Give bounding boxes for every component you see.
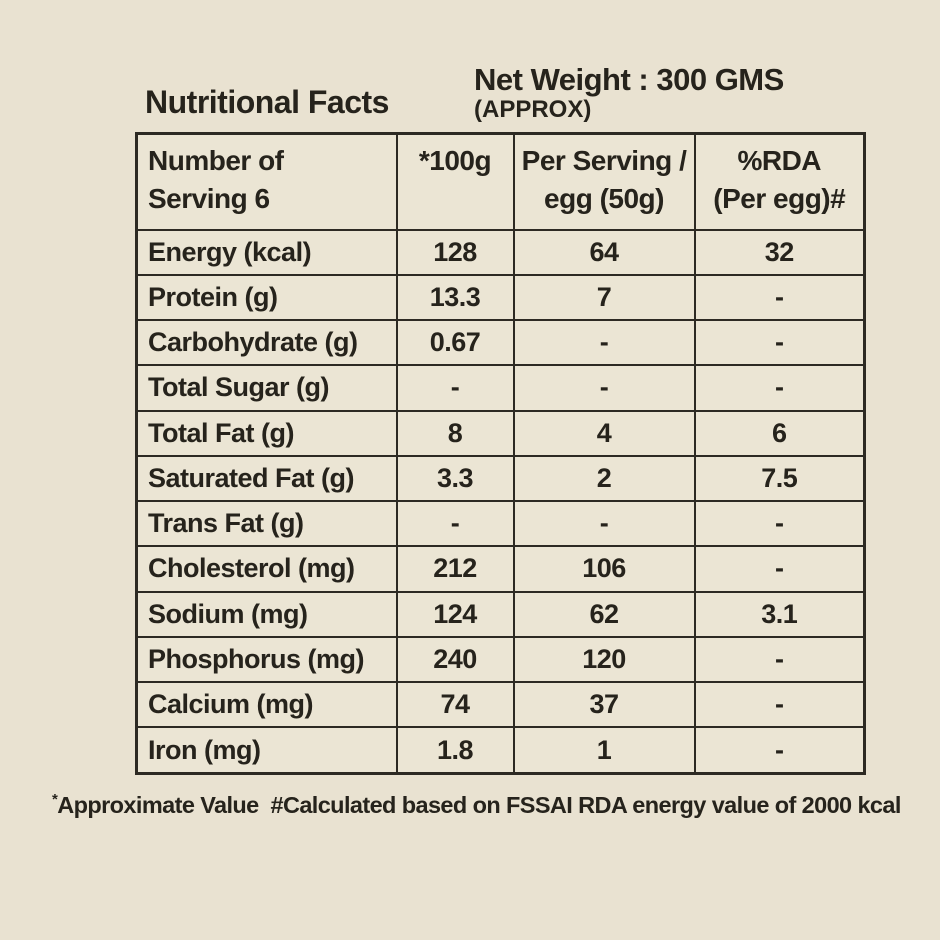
footnote-asterisk: * [52,791,58,808]
table-row: Iron (mg) 1.8 1 - [135,726,866,775]
row-label: Iron (mg) [135,726,398,775]
row-label: Phosphorus (mg) [135,635,398,684]
table-row: Sodium (mg) 124 62 3.1 [135,590,866,638]
value-per-serving: - [512,500,696,548]
value-rda: 3.1 [693,590,866,638]
value-rda: - [693,273,866,322]
net-weight-approx-note: (APPROX) [474,95,592,123]
table-row: Phosphorus (mg) 240 120 - [135,635,866,684]
value-rda: 6 [693,409,866,457]
value-per-serving: - [512,364,696,412]
footnote-text: Approximate Value #Calculated based on F… [57,791,901,818]
table-row: Cholesterol (mg) 212 106 - [135,545,866,593]
value-per-serving: 2 [512,454,696,503]
header-per-serving: Per Serving / egg (50g) [512,132,696,231]
table-row: Trans Fat (g) - - - [135,500,866,548]
value-per-100g: - [395,364,515,412]
row-label: Trans Fat (g) [135,500,398,548]
header-per-100g: *100g [395,132,515,231]
table-row: Calcium (mg) 74 37 - [135,681,866,729]
table-row: Saturated Fat (g) 3.3 2 7.5 [135,454,866,503]
value-per-serving: 62 [512,590,696,638]
value-per-serving: 106 [512,545,696,593]
value-rda: 7.5 [693,454,866,503]
row-label: Calcium (mg) [135,681,398,729]
value-per-100g: 0.67 [395,319,515,367]
value-rda: - [693,726,866,775]
table-body: Energy (kcal) 128 64 32 Protein (g) 13.3… [135,228,866,775]
value-per-serving: 1 [512,726,696,775]
value-per-serving: 120 [512,635,696,684]
header-servings: Number of Serving 6 [135,132,398,231]
value-per-100g: 1.8 [395,726,515,775]
header-row: Number of Serving 6 *100g Per Serving / … [135,132,866,231]
value-rda: - [693,364,866,412]
table-row: Carbohydrate (g) 0.67 - - [135,319,866,367]
value-rda: 32 [693,228,866,276]
value-per-100g: - [395,500,515,548]
row-label: Cholesterol (mg) [135,545,398,593]
row-label: Total Sugar (g) [135,364,398,412]
value-per-serving: - [512,319,696,367]
table-row: Total Fat (g) 8 4 6 [135,409,866,457]
value-per-100g: 124 [395,590,515,638]
value-per-100g: 240 [395,635,515,684]
nutrition-table: Number of Serving 6 *100g Per Serving / … [135,132,866,775]
value-rda: - [693,681,866,729]
row-label: Energy (kcal) [135,228,398,276]
value-per-100g: 212 [395,545,515,593]
page-title: Nutritional Facts [145,84,389,120]
value-per-100g: 8 [395,409,515,457]
header-rda: %RDA (Per egg)# [693,132,866,231]
value-per-serving: 7 [512,273,696,322]
value-per-100g: 128 [395,228,515,276]
value-per-100g: 74 [395,681,515,729]
value-rda: - [693,500,866,548]
value-per-100g: 13.3 [395,273,515,322]
net-weight-block: Net Weight : 300 GMS (APPROX) [474,62,784,123]
value-per-100g: 3.3 [395,454,515,503]
row-label: Carbohydrate (g) [135,319,398,367]
value-rda: - [693,319,866,367]
table-header: Number of Serving 6 *100g Per Serving / … [135,132,866,231]
table-row: Protein (g) 13.3 7 - [135,273,866,322]
value-rda: - [693,545,866,593]
table-row: Total Sugar (g) - - - [135,364,866,412]
value-per-serving: 64 [512,228,696,276]
row-label: Total Fat (g) [135,409,398,457]
footnote: *Approximate Value #Calculated based on … [52,791,901,819]
row-label: Protein (g) [135,273,398,322]
table-row: Energy (kcal) 128 64 32 [135,228,866,276]
row-label: Saturated Fat (g) [135,454,398,503]
value-per-serving: 4 [512,409,696,457]
value-rda: - [693,635,866,684]
row-label: Sodium (mg) [135,590,398,638]
net-weight-value: Net Weight : 300 GMS [474,62,784,97]
value-per-serving: 37 [512,681,696,729]
